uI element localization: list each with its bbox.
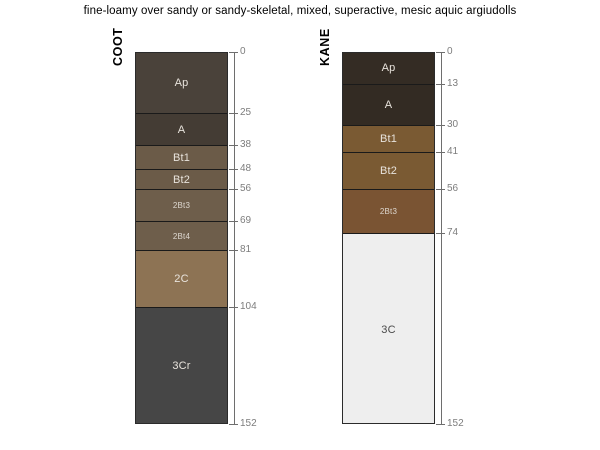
depth-tick-label: 56: [240, 183, 252, 195]
horizon-label: Ap: [174, 77, 189, 90]
horizon-layer: Bt2: [343, 153, 434, 191]
horizon-label: Bt1: [172, 151, 191, 164]
depth-tick-label: 13: [447, 77, 459, 89]
depth-axis-line: [234, 52, 235, 424]
depth-tick-label: 0: [447, 46, 453, 57]
depth-tick-label: 48: [240, 163, 252, 175]
horizon-layer: 2Bt4: [136, 221, 227, 252]
chart-title: fine-loamy over sandy or sandy-skeletal,…: [83, 5, 517, 17]
depth-tick-mark: [436, 52, 445, 53]
depth-tick-mark: [229, 52, 238, 53]
depth-tick-mark: [436, 424, 445, 425]
horizon-label: A: [177, 123, 186, 136]
depth-tick-label: 104: [240, 300, 257, 312]
horizon-layer: Ap: [136, 53, 227, 115]
horizon-layer: 3C: [343, 234, 434, 423]
horizon-layer: 2Bt3: [343, 190, 434, 235]
horizon-layer: A: [343, 84, 434, 127]
horizon-label: 2Bt4: [172, 231, 191, 241]
horizon-label: Ap: [381, 62, 396, 75]
horizon-layer: Ap: [343, 53, 434, 85]
depth-tick-label: 74: [447, 227, 459, 239]
depth-tick-label: 38: [240, 139, 252, 150]
horizon-label: 2Bt3: [379, 207, 398, 217]
depth-tick-mark: [229, 113, 238, 115]
depth-tick-mark: [229, 250, 238, 252]
depth-tick-mark: [229, 145, 238, 146]
horizon-layer: Bt1: [136, 146, 227, 171]
depth-tick-label: 25: [240, 107, 252, 119]
depth-tick-mark: [436, 189, 445, 191]
horizon-layer: 2Bt3: [136, 190, 227, 222]
depth-tick-label: 0: [240, 46, 246, 57]
horizon-layer: 3Cr: [136, 307, 227, 423]
depth-tick-mark: [436, 125, 445, 127]
depth-tick-label: 56: [447, 183, 459, 195]
depth-tick-label: 81: [240, 244, 252, 256]
horizon-label: Bt2: [172, 173, 191, 186]
horizon-label: 3Cr: [172, 360, 191, 373]
depth-tick-mark: [229, 169, 238, 171]
horizon-label: A: [384, 99, 393, 112]
horizon-label: Bt1: [379, 133, 398, 146]
depth-tick-mark: [436, 83, 445, 85]
horizon-layer: A: [136, 114, 227, 146]
depth-tick-label: 30: [447, 119, 459, 131]
depth-tick-mark: [436, 152, 445, 154]
depth-tick-mark: [229, 220, 238, 222]
depth-tick-mark: [229, 189, 238, 191]
profile-name-label: KANE: [318, 28, 332, 66]
profile-column: Ap A Bt1 Bt2 2Bt3 3C: [342, 52, 435, 424]
horizon-label: 2C: [174, 272, 189, 285]
horizon-label: 3C: [381, 323, 396, 336]
profile-name-label: COOT: [111, 27, 125, 66]
depth-tick-label: 69: [240, 214, 252, 226]
depth-tick-mark: [229, 424, 238, 425]
depth-tick-label: 152: [447, 418, 464, 429]
profile-column: Ap A Bt1 Bt2 2Bt3 2Bt4 2C 3Cr: [135, 52, 228, 424]
depth-tick-mark: [436, 233, 445, 235]
depth-axis-line: [441, 52, 442, 424]
horizon-label: Bt2: [379, 165, 398, 178]
horizon-layer: 2C: [136, 251, 227, 308]
depth-tick-label: 152: [240, 418, 257, 429]
horizon-layer: Bt2: [136, 170, 227, 191]
horizon-layer: Bt1: [343, 126, 434, 154]
depth-tick-label: 41: [447, 146, 459, 158]
depth-tick-mark: [229, 306, 238, 308]
horizon-label: 2Bt3: [172, 200, 191, 210]
